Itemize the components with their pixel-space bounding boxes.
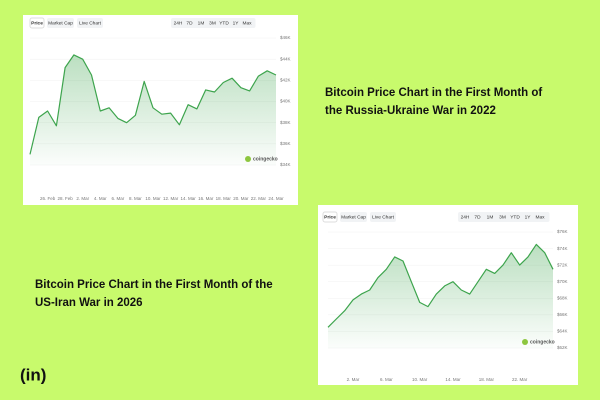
watermark: coingecko: [530, 339, 555, 345]
tab[interactable]: [47, 18, 74, 28]
heading: Bitcoin Price Chart in the First Month o…: [35, 279, 273, 309]
x-tick-label: 12. Mar: [163, 196, 179, 201]
range-button: 7D: [474, 214, 481, 220]
price-line: [327, 243, 554, 328]
y-tick-label: $76K: [557, 229, 568, 234]
range-button: YTD: [219, 20, 229, 26]
x-tick-label: 8. Mar: [129, 196, 142, 201]
watermark: coingecko: [253, 156, 278, 162]
y-tick-label: $46K: [280, 35, 291, 40]
x-tick-label: 24. Mar: [268, 196, 284, 201]
range-button: 1M: [198, 20, 205, 26]
x-tick-label: 10. Mar: [412, 377, 428, 382]
y-tick-label: $44K: [280, 56, 291, 61]
x-tick-label: 26. Feb: [40, 196, 56, 201]
y-tick-label: $64K: [557, 329, 568, 334]
tab[interactable]: [29, 17, 45, 29]
y-tick-label: $40K: [280, 99, 291, 104]
x-tick-label: 6. Mar: [380, 377, 393, 382]
range-button: YTD: [510, 214, 520, 220]
x-tick-label: 28. Feb: [58, 196, 74, 201]
x-tick-label: 4. Mar: [94, 196, 107, 201]
price-line: [29, 54, 277, 155]
range-button: 7D: [186, 20, 193, 26]
y-tick-label: $38K: [280, 120, 291, 125]
range-button: Max: [242, 20, 252, 26]
y-tick-label: $62K: [557, 345, 568, 350]
range-button: 1Y: [233, 20, 240, 26]
range-button: 24H: [461, 214, 470, 220]
tab-label: Price: [324, 214, 336, 220]
y-tick-label: $72K: [557, 262, 568, 267]
range-button: 1Y: [525, 214, 532, 220]
x-tick-label: 16. Mar: [198, 196, 214, 201]
y-tick-label: $68K: [557, 295, 568, 300]
x-tick-label: 14. Mar: [445, 377, 461, 382]
range-bar: [458, 212, 550, 222]
area: [30, 54, 276, 165]
tab-label: Market Cap: [48, 20, 73, 26]
x-tick-label: 10. Mar: [145, 196, 161, 201]
x-tick-label: 18. Mar: [479, 377, 495, 382]
tab[interactable]: [322, 211, 338, 223]
y-tick-label: $34K: [280, 162, 291, 167]
area: [328, 244, 553, 348]
tab[interactable]: [370, 212, 396, 222]
y-tick-label: $66K: [557, 312, 568, 317]
y-tick-label: $42K: [280, 78, 291, 83]
x-tick-label: 2. Mar: [347, 377, 360, 382]
x-tick-label: 22. Mar: [512, 377, 528, 382]
tab-label: Live Chart: [79, 20, 102, 26]
range-button: Max: [535, 214, 545, 220]
tab-label: Live Chart: [372, 214, 395, 220]
x-tick-label: 2. Mar: [76, 196, 89, 201]
range-button: 24H: [174, 20, 183, 26]
range-bar: [171, 18, 256, 28]
tab-label: Price: [31, 20, 43, 26]
tab[interactable]: [340, 212, 367, 222]
heading: Bitcoin Price Chart in the First Month o…: [325, 87, 543, 117]
x-tick-label: 20. Mar: [233, 196, 249, 201]
range-button: 3M: [209, 20, 216, 26]
watermark-icon: [522, 339, 528, 345]
tab-label: Market Cap: [341, 214, 366, 220]
x-tick-label: 6. Mar: [111, 196, 124, 201]
x-tick-label: 22. Mar: [251, 196, 267, 201]
range-button: 1M: [487, 214, 494, 220]
y-tick-label: $36K: [280, 141, 291, 146]
tab[interactable]: [77, 18, 103, 28]
range-button: 3M: [499, 214, 506, 220]
y-tick-label: $74K: [557, 246, 568, 251]
logo: (in): [20, 365, 46, 384]
x-tick-label: 14. Mar: [181, 196, 197, 201]
y-tick-label: $70K: [557, 279, 568, 284]
x-tick-label: 18. Mar: [216, 196, 232, 201]
watermark-icon: [245, 156, 251, 162]
